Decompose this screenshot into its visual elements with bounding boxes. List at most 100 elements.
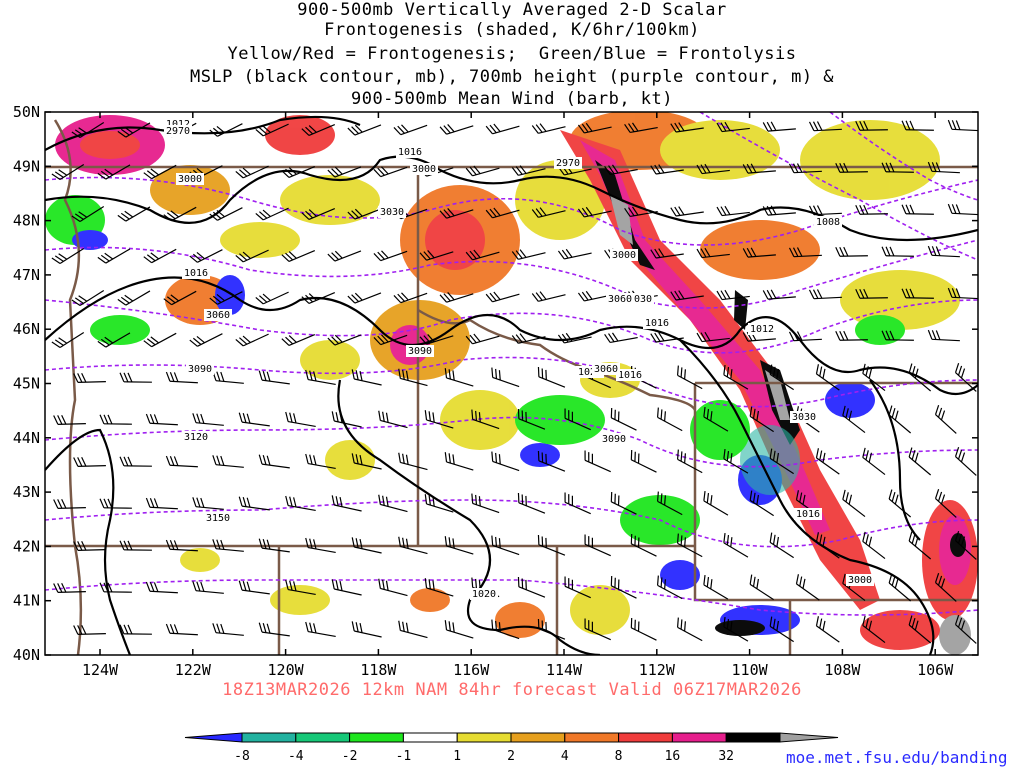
wind-barb: [723, 449, 749, 474]
wind-barb: [281, 249, 316, 263]
wind-barb: [795, 574, 820, 601]
wind-barb: [373, 250, 408, 262]
wind-barb: [855, 288, 888, 299]
wind-barb: [327, 166, 362, 178]
mslp-label: 1012: [166, 119, 190, 130]
colorbar-label: -2: [342, 749, 358, 764]
wind-barb: [327, 334, 362, 346]
lon-label: 108W: [824, 661, 861, 679]
wind-barb: [762, 289, 796, 300]
run-info: 18Z13MAR2026 12km NAM 84hr forecast Vali…: [222, 680, 802, 700]
lon-label: 114W: [546, 661, 583, 679]
wind-barb: [670, 290, 704, 301]
wind-barb: [842, 489, 866, 518]
height-label: 3120: [184, 432, 208, 443]
wind-barb: [351, 369, 382, 386]
wind-barb: [258, 370, 290, 385]
wind-barb: [908, 531, 932, 560]
wind-barb: [465, 165, 500, 177]
wind-barb: [398, 452, 428, 471]
wind-barb: [670, 122, 704, 133]
wind-barb: [99, 498, 132, 509]
wind-barb: [749, 490, 774, 517]
wind-barb: [439, 208, 474, 219]
wind-barb: [855, 120, 888, 131]
wind-barb: [209, 291, 243, 305]
wind-barb: [517, 409, 546, 430]
wind-barb: [947, 203, 978, 216]
wind-barb: [696, 247, 730, 259]
lon-label: 112W: [639, 661, 676, 679]
lat-label: 42N: [13, 537, 40, 555]
wind-barb: [347, 124, 382, 136]
wind-barb: [258, 538, 290, 553]
wind-barb: [97, 164, 131, 180]
wind-barb: [604, 164, 638, 176]
colorbar-segment: [349, 732, 404, 743]
wind-barb: [769, 532, 794, 559]
longitude-labels: 124W 122W 120W 118W 116W 114W 112W 110W 108W 106W: [82, 661, 954, 679]
mslp-label: 1016: [618, 370, 642, 381]
wind-barb: [564, 576, 591, 599]
colorbar-label: 16: [665, 749, 681, 764]
lon-label: 122W: [175, 661, 212, 679]
wind-barb: [119, 624, 152, 635]
wind-barb: [71, 290, 105, 306]
lat-label: 43N: [13, 483, 40, 501]
wind-barb: [424, 494, 454, 513]
wind-barb: [808, 289, 842, 300]
wind-barb: [934, 405, 957, 434]
credit-link[interactable]: moe.met.fsu.edu/banding: [786, 748, 1008, 767]
wind-barb: [656, 491, 683, 516]
wind-barb: [327, 250, 362, 262]
wind-barb: [285, 579, 316, 596]
wind-barb: [696, 163, 730, 175]
wind-barb: [927, 161, 960, 174]
mslp-label: 1016: [398, 147, 422, 158]
wind-barb: [815, 532, 840, 559]
wind-barb: [373, 166, 408, 178]
height-label: 3060: [594, 364, 618, 375]
mslp-label: 1008: [816, 217, 840, 228]
wind-barb: [301, 291, 336, 305]
colorbar-segment: [295, 732, 351, 743]
mslp-label: 1016: [184, 268, 208, 279]
wind-barb: [703, 407, 729, 432]
wind-barb: [444, 452, 474, 471]
wind-barb: [465, 333, 500, 345]
title-line-1: 900-500mb Vertically Averaged 2-D Scalar: [297, 0, 727, 20]
wind-barb: [235, 333, 269, 347]
lat-label: 49N: [13, 157, 40, 175]
wind-barb: [285, 495, 316, 512]
wind-barb: [491, 367, 520, 388]
colorbar-segment: [241, 732, 297, 743]
wind-barb: [742, 163, 776, 174]
wind-barb: [117, 290, 151, 306]
wind-barb: [835, 162, 868, 173]
wind-barb: [624, 122, 658, 134]
wind-barb: [351, 453, 382, 470]
wind-barb: [584, 618, 611, 641]
wind-barb: [517, 493, 546, 514]
wind-barb: [73, 541, 106, 551]
wind-barb: [610, 491, 637, 515]
wind-barb: [398, 620, 428, 639]
wind-barb: [531, 291, 566, 302]
wind-barb: [862, 531, 886, 560]
height-label: 2970: [556, 158, 580, 169]
wind-barb: [934, 489, 957, 518]
wind-barb: [97, 248, 131, 264]
wind-barb: [439, 124, 474, 135]
height-label: 3150: [206, 513, 230, 524]
wind-barb: [212, 623, 244, 636]
wind-barb: [373, 334, 408, 346]
wind-barb: [212, 539, 244, 552]
wind-barb: [855, 204, 888, 215]
wind-barb: [650, 332, 684, 343]
wind-barb: [954, 363, 977, 392]
wind-barb: [485, 291, 520, 303]
wind-barb: [117, 122, 151, 138]
mslp-label: 1012: [750, 324, 774, 335]
wind-barb: [255, 207, 289, 221]
height-label: 3090: [408, 346, 432, 357]
